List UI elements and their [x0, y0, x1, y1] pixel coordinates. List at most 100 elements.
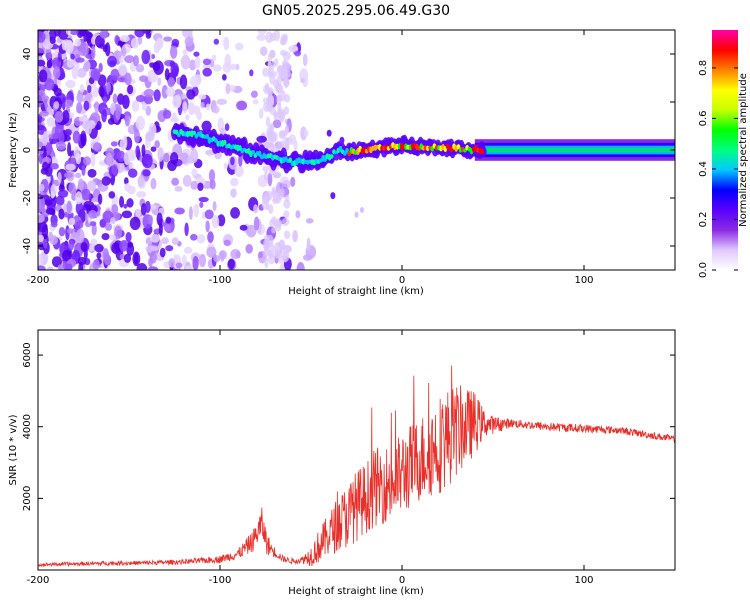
noise-blob — [90, 238, 98, 246]
noise-blob — [189, 75, 200, 88]
noise-blob — [52, 66, 61, 79]
noise-blob — [283, 210, 290, 219]
ridge-peak — [214, 138, 218, 143]
noise-blob — [150, 234, 160, 243]
noise-blob — [101, 108, 107, 123]
noise-blob — [163, 152, 170, 163]
noise-blob — [49, 36, 56, 45]
noise-blob — [162, 109, 172, 120]
noise-blob — [282, 179, 291, 189]
noise-blob — [202, 63, 211, 69]
noise-blob — [157, 147, 164, 162]
noise-blob — [109, 234, 116, 241]
noise-blob — [45, 52, 53, 60]
noise-blob — [94, 35, 105, 48]
noise-blob — [211, 54, 217, 62]
noise-blob — [65, 263, 73, 270]
noise-blob — [271, 60, 277, 68]
noise-blob — [180, 54, 191, 70]
noise-blob — [186, 89, 196, 100]
noise-blob — [267, 172, 273, 187]
noise-blob — [97, 183, 109, 192]
noise-blob — [123, 177, 129, 185]
noise-blob — [222, 62, 232, 73]
ridge-peak — [329, 154, 334, 159]
noise-blob — [80, 133, 87, 147]
noise-blob — [274, 218, 283, 227]
noise-blob — [113, 50, 122, 60]
noise-blob — [223, 162, 228, 170]
noise-blob — [212, 105, 220, 114]
spectrogram-ytick-label: 0 — [22, 147, 33, 153]
noise-blob — [88, 244, 95, 252]
noise-blob — [131, 100, 140, 112]
noise-blob — [172, 95, 182, 109]
noise-blob — [150, 146, 157, 152]
noise-blob — [119, 35, 130, 43]
noise-blob — [67, 142, 72, 157]
colorbar-tick-label: 0.6 — [698, 110, 709, 126]
spectrogram-xtick-label: -200 — [27, 275, 50, 286]
noise-blob — [50, 163, 59, 170]
noise-blob — [265, 204, 270, 211]
noise-blob — [119, 196, 125, 208]
noise-blob — [282, 77, 290, 87]
noise-blob — [78, 30, 90, 37]
noise-blob — [273, 30, 281, 42]
noise-blob — [250, 90, 258, 98]
noise-blob — [182, 30, 193, 39]
noise-blob — [252, 99, 259, 105]
noise-blob — [104, 42, 111, 57]
noise-blob — [236, 100, 248, 111]
noise-blob — [110, 141, 118, 147]
noise-blob — [55, 141, 67, 150]
noise-blob — [277, 64, 284, 73]
noise-blob — [79, 84, 85, 93]
noise-blob — [101, 232, 110, 241]
noise-blob — [111, 242, 121, 254]
noise-blob — [175, 262, 183, 269]
noise-blob — [75, 57, 85, 63]
noise-blob — [92, 259, 100, 270]
noise-blob — [225, 83, 231, 95]
snr-panel: -200 -100 0 100 2000 4000 6000 Height of strai… — [8, 329, 676, 597]
noise-blob — [97, 193, 103, 205]
noise-blob — [279, 37, 285, 46]
noise-blob — [42, 161, 49, 172]
noise-blob — [223, 36, 230, 51]
noise-blob — [39, 110, 49, 117]
noise-blob — [50, 190, 55, 199]
noise-blob — [276, 75, 282, 86]
noise-blob — [41, 224, 49, 240]
noise-blob — [111, 204, 119, 214]
noise-blob — [90, 36, 97, 45]
snr-ytick-label: 2000 — [22, 486, 33, 511]
noise-blob — [98, 62, 103, 73]
noise-blob — [292, 229, 298, 243]
noise-blob — [258, 108, 264, 120]
spectrogram-xlabel: Height of straight line (km) — [288, 286, 424, 297]
noise-blob — [44, 199, 53, 206]
noise-blob — [57, 264, 64, 270]
noise-blob — [354, 211, 359, 218]
noise-blob — [38, 141, 44, 148]
noise-blob — [139, 75, 148, 83]
noise-blob — [141, 144, 146, 158]
noise-blob — [38, 69, 48, 83]
noise-blob — [275, 250, 283, 259]
colorbar: 0.0 0.2 0.4 0.6 0.8 Normalized spectral ampl… — [698, 30, 749, 278]
noise-blob — [141, 153, 153, 169]
noise-blob — [102, 96, 108, 104]
noise-blob — [46, 117, 55, 127]
noise-blob — [136, 191, 147, 198]
noise-blob — [198, 94, 207, 100]
noise-blob — [272, 169, 278, 179]
noise-blob — [208, 169, 216, 183]
noise-blob — [283, 33, 288, 42]
noise-blob — [256, 135, 267, 143]
snr-frame — [37, 329, 676, 571]
noise-blob — [288, 45, 299, 53]
noise-blob — [81, 188, 91, 201]
noise-blob — [207, 231, 214, 243]
